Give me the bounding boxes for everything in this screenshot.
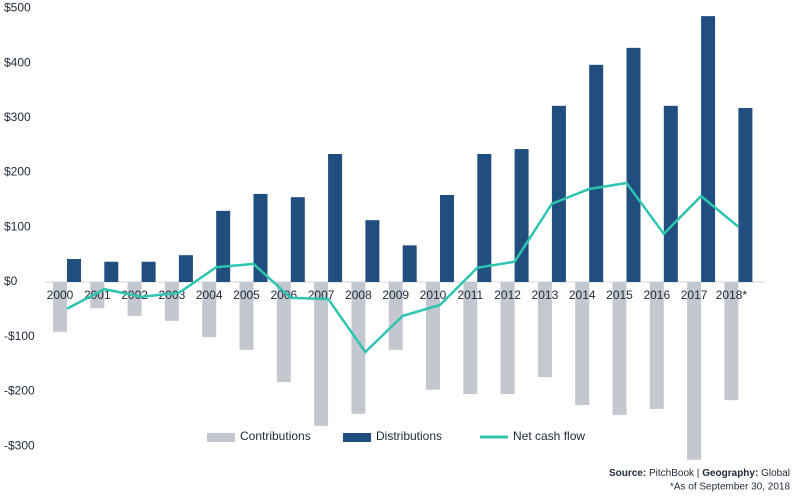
bar	[67, 259, 81, 282]
legend-label: Net cash flow	[513, 429, 585, 443]
bar	[90, 281, 105, 309]
bar	[687, 281, 702, 460]
bar	[388, 281, 403, 350]
bar	[500, 281, 515, 395]
bar	[514, 149, 529, 282]
x-tick-label: 2000	[47, 288, 74, 302]
y-tick-label: -$300	[4, 438, 35, 452]
bar	[649, 281, 664, 409]
bar	[314, 281, 329, 426]
line	[66, 181, 740, 354]
bar	[365, 220, 380, 282]
x-tick-label: 2009	[382, 288, 409, 302]
source: Source: PitchBook | Geography: Global	[609, 468, 790, 479]
bar	[202, 281, 217, 338]
bar	[738, 108, 753, 282]
legend-swatch	[207, 433, 235, 442]
separator: |	[697, 468, 700, 479]
y-tick-label: $500	[4, 1, 31, 15]
bar	[663, 105, 678, 282]
bar	[477, 153, 492, 282]
y-tick-label: $300	[4, 110, 31, 124]
x-tick-label: 2001	[84, 288, 111, 302]
y-tick-label: $100	[4, 219, 31, 233]
bar	[612, 281, 627, 415]
x-tick-label: 2011	[457, 288, 483, 302]
x-tick-label: 2008	[345, 288, 372, 302]
y-tick-label: $200	[4, 165, 31, 179]
source-label: Source:	[609, 468, 646, 479]
x-tick-label: 2007	[308, 288, 335, 302]
source-text: PitchBook	[649, 468, 695, 479]
bar	[276, 281, 291, 383]
legend-label: Distributions	[376, 429, 442, 443]
bar	[127, 281, 142, 316]
x-tick-label: 2015	[606, 288, 633, 302]
legend-label: Contributions	[240, 429, 311, 443]
y-tick-label: -$200	[4, 384, 35, 398]
geo-text: Global	[761, 468, 790, 479]
bar	[402, 245, 417, 282]
y-tick-label: $0	[4, 274, 18, 288]
x-tick-label: 2014	[569, 288, 596, 302]
y-tick-label: -$100	[4, 329, 35, 343]
x-tick-label: 2013	[532, 288, 559, 302]
bar	[53, 281, 67, 332]
bar	[164, 281, 179, 321]
bar	[239, 281, 254, 350]
x-tick-label: 2010	[420, 288, 447, 302]
bar	[178, 255, 193, 282]
geo-label: Geography:	[702, 468, 758, 479]
bar	[216, 210, 231, 282]
bar	[253, 193, 268, 282]
bar	[724, 281, 739, 401]
x-tick-label: 2004	[196, 288, 223, 302]
bar	[701, 16, 716, 282]
x-tick-label: 2012	[494, 288, 521, 302]
bar	[589, 64, 604, 282]
bar	[290, 197, 305, 282]
bar	[463, 281, 478, 395]
bar	[626, 47, 641, 282]
x-tick-label: 2018*	[716, 288, 748, 302]
bar	[575, 281, 590, 406]
y-tick-label: $400	[4, 55, 31, 69]
bar	[537, 281, 552, 378]
footnote: *As of September 30, 2018	[670, 482, 791, 493]
x-tick-label: 2016	[643, 288, 670, 302]
bar	[328, 153, 343, 282]
x-tick-label: 2017	[681, 288, 708, 302]
x-tick-label: 2005	[233, 288, 260, 302]
bar	[104, 261, 119, 282]
bar	[440, 195, 454, 282]
legend-swatch	[343, 433, 371, 442]
bar	[141, 261, 156, 282]
bar	[551, 105, 566, 282]
plot: -$300 -$200 -$100 $0 $100 $200 $300 $400 $500 200…	[4, 1, 765, 460]
bar	[351, 281, 366, 414]
